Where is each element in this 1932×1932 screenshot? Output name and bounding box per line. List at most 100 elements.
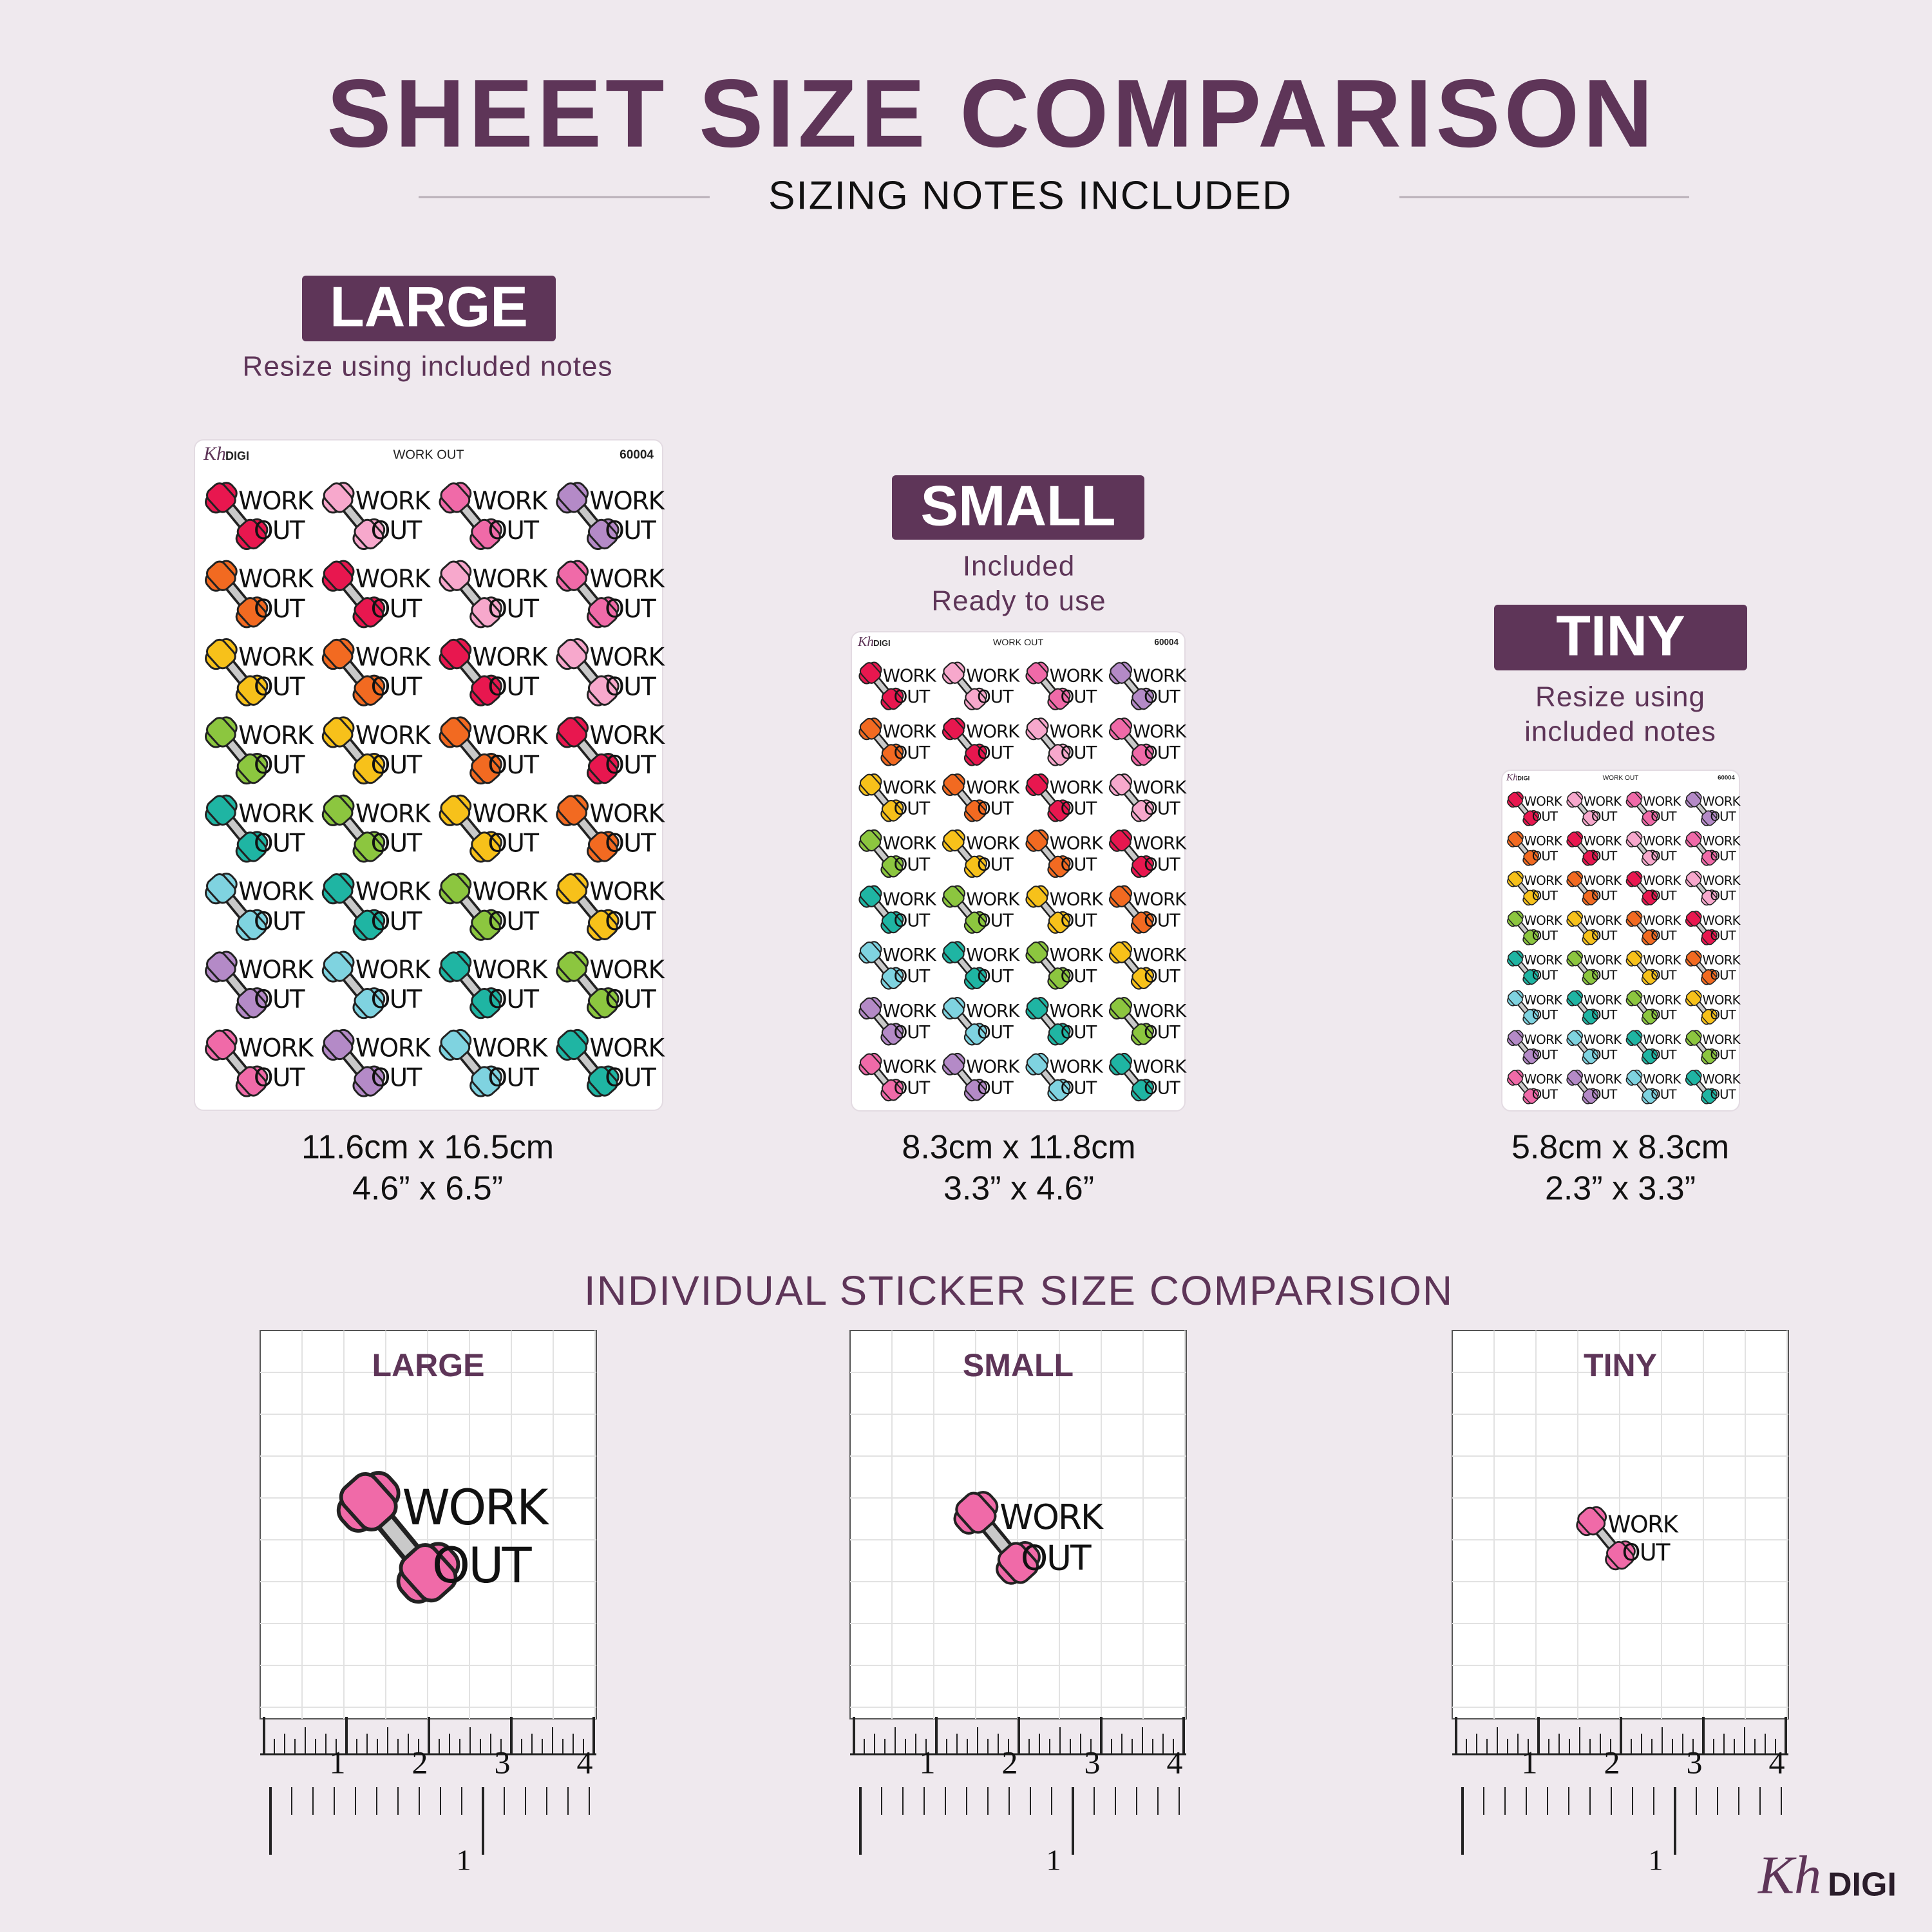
dumbbell-plate	[1685, 1069, 1702, 1086]
plate-inner	[1582, 889, 1598, 905]
dumbbell-plate	[556, 951, 589, 983]
plate-inner	[1110, 717, 1132, 740]
sticker-word: OUT	[371, 594, 422, 623]
sticker-word: WORK	[966, 665, 1020, 686]
sticker-word: WORK	[1643, 873, 1681, 888]
plate-inner	[471, 1066, 501, 1097]
dumbbell-plate	[880, 967, 904, 990]
sticker-word: WORK	[999, 1497, 1104, 1537]
plate-inner	[323, 1029, 354, 1061]
sticker-word: OUT	[1710, 809, 1736, 824]
plate-inner	[206, 1029, 236, 1061]
sticker-word: OUT	[488, 673, 540, 702]
sticker-word: WORK	[238, 956, 314, 985]
sticker-word: OUT	[488, 1064, 540, 1093]
size-note: Included	[963, 551, 1075, 582]
sticker-word: OUT	[1710, 1008, 1736, 1023]
plate-inner	[1132, 688, 1153, 710]
sticker-word: OUT	[1532, 1087, 1558, 1102]
dumbbell-plate	[880, 799, 904, 822]
dumbbell-plate	[586, 1065, 620, 1097]
dumbbell-plate	[556, 873, 589, 905]
plate-inner	[1701, 889, 1717, 905]
dumbbell-plate	[963, 799, 988, 822]
plate-inner	[965, 1023, 987, 1045]
sticker-word: OUT	[254, 673, 305, 702]
dumbbell-plate	[204, 873, 238, 905]
plate-inner	[557, 638, 587, 670]
dumbbell-plate	[556, 560, 589, 592]
plate-inner	[587, 597, 618, 628]
plate-inner	[1523, 810, 1539, 826]
sticker-word: OUT	[432, 1537, 533, 1594]
dumbbell-plate	[963, 1023, 988, 1046]
dumbbell-plate	[1522, 810, 1540, 826]
sticker-word: OUT	[894, 965, 931, 987]
dumbbell-plate	[556, 716, 589, 748]
sticker-word: WORK	[355, 956, 431, 985]
sticker-word: OUT	[1061, 1021, 1097, 1043]
sticker-word: WORK	[883, 1056, 937, 1077]
dumbbell-plate	[1130, 855, 1155, 878]
sticker-word: OUT	[1532, 889, 1558, 904]
sticker-word: WORK	[883, 777, 937, 798]
plate-inner	[206, 951, 236, 982]
size-cm: 8.3cm x 11.8cm	[902, 1129, 1135, 1166]
dumbbell-plate	[1108, 997, 1133, 1020]
dumbbell-plate	[1047, 687, 1071, 710]
sticker-word: WORK	[238, 721, 314, 750]
plate-inner	[1685, 911, 1701, 927]
dumbbell-plate	[1047, 1023, 1071, 1046]
plate-inner	[965, 800, 987, 822]
sticker-word: OUT	[1651, 849, 1677, 864]
dumbbell-plate	[586, 518, 620, 551]
dumbbell-plate	[1582, 1088, 1599, 1104]
plate-inner	[1642, 1088, 1658, 1104]
dumbbell-plate	[235, 831, 269, 863]
sticker-word: WORK	[1643, 794, 1681, 809]
dumbbell-plate	[556, 1028, 589, 1061]
sticker-word: OUT	[605, 1064, 656, 1093]
sticker-word: OUT	[977, 1077, 1014, 1099]
plate-inner	[354, 988, 384, 1019]
sticker-word: OUT	[1061, 1077, 1097, 1099]
sticker-word: OUT	[488, 985, 540, 1014]
dumbbell-plate	[1641, 969, 1658, 985]
dumbbell-plate	[1507, 911, 1524, 927]
dumbbell-plate	[963, 1079, 988, 1102]
dumbbell-plate	[1507, 1069, 1524, 1086]
ruler-inch: 1 2 3 4	[260, 1717, 596, 1780]
dumbbell-plate	[942, 829, 966, 852]
plate-inner	[236, 518, 267, 550]
sheet-brand-script: Kh	[1506, 772, 1518, 783]
size-label: LARGE	[330, 274, 528, 338]
dumbbell-plate	[1582, 969, 1599, 985]
plate-inner	[206, 873, 236, 904]
dumbbell-plate	[1522, 1088, 1540, 1104]
sticker-word: OUT	[894, 909, 931, 931]
plate-inner	[471, 597, 501, 628]
sticker-word: OUT	[1591, 1047, 1618, 1062]
sticker-word: OUT	[977, 854, 1014, 875]
sticker-word: WORK	[238, 487, 314, 516]
plate-inner	[997, 1542, 1039, 1584]
sticker-word: WORK	[473, 721, 549, 750]
plate-inner	[323, 638, 354, 670]
sheet-title: WORK OUT	[993, 638, 1044, 648]
plate-inner	[1685, 951, 1701, 967]
plate-inner	[881, 688, 904, 710]
dumbbell-plate	[1582, 1009, 1599, 1025]
